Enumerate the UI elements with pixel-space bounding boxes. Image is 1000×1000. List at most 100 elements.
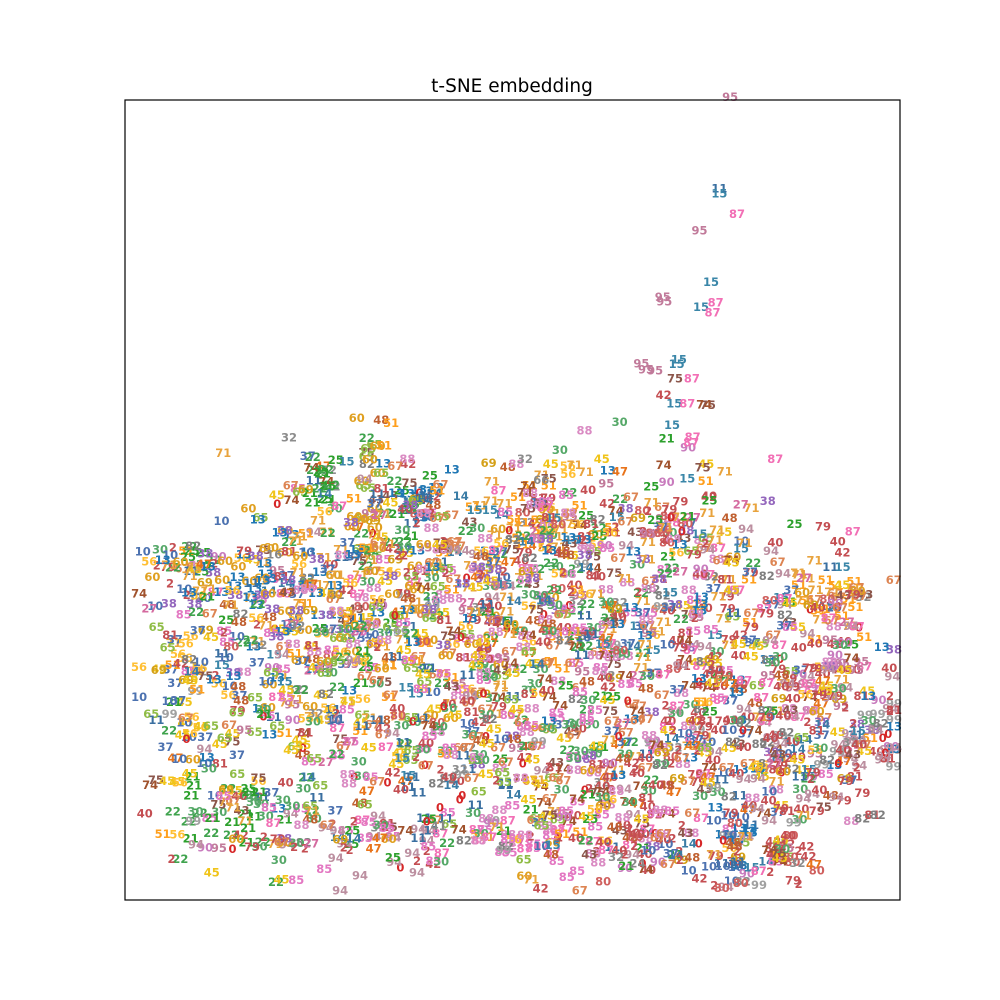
point-label: 37	[197, 730, 213, 744]
point-label: 43	[444, 680, 460, 694]
point-label: 87	[801, 677, 817, 691]
point-label: 65	[149, 620, 165, 634]
point-label: 71	[267, 837, 283, 851]
point-label: 0	[440, 699, 448, 713]
point-label: 67	[221, 718, 237, 732]
point-label: 94	[738, 522, 754, 536]
point-label: 51	[834, 609, 850, 623]
point-label: 60	[185, 753, 201, 767]
point-label: 48	[230, 680, 246, 694]
point-label: 25	[787, 517, 803, 531]
point-label: 10	[720, 808, 736, 822]
point-label: 0	[436, 800, 444, 814]
point-label: 43	[533, 497, 549, 511]
point-label: 2	[290, 840, 298, 854]
point-label: 13	[289, 578, 305, 592]
point-label: 71	[790, 566, 806, 580]
point-label: 71	[566, 517, 582, 531]
point-label: 2	[795, 877, 803, 891]
point-label: 13	[206, 673, 222, 687]
point-label: 43	[280, 585, 296, 599]
point-label: 95	[640, 527, 656, 541]
point-label: 10	[162, 548, 178, 562]
point-label: 85	[379, 821, 395, 835]
point-label: 94	[529, 530, 545, 544]
point-label: 88	[300, 581, 316, 595]
point-label: 11	[424, 823, 440, 837]
point-label: 14	[758, 854, 774, 868]
point-label: 40	[775, 708, 791, 722]
point-label: 87	[378, 740, 394, 754]
point-label: 67	[765, 628, 781, 642]
point-label: 22	[591, 521, 607, 535]
point-label: 43	[338, 613, 354, 627]
point-label: 37	[229, 748, 245, 762]
point-label: 13	[742, 826, 758, 840]
point-label: 85	[538, 495, 554, 509]
point-label: 75	[520, 501, 536, 515]
point-label: 90	[197, 840, 213, 854]
point-label: 51	[470, 827, 486, 841]
point-label: 37	[170, 694, 186, 708]
point-label: 11	[401, 619, 417, 633]
point-label: 88	[376, 633, 392, 647]
point-label: 25	[218, 613, 234, 627]
point-label: 10	[826, 601, 842, 615]
point-label: 41	[431, 819, 447, 833]
point-label: 71	[792, 568, 808, 582]
point-label: 90	[791, 667, 807, 681]
point-label: 65	[416, 674, 432, 688]
point-label: 14	[529, 657, 545, 671]
point-label: 2	[625, 822, 633, 836]
point-label: 30	[539, 721, 555, 735]
point-label: 95	[848, 663, 864, 677]
point-label: 32	[308, 706, 324, 720]
point-label: 85	[440, 806, 456, 820]
point-label: 22	[220, 782, 236, 796]
point-label: 88	[608, 784, 624, 798]
point-label: 40	[611, 844, 627, 858]
point-label: 2	[329, 817, 337, 831]
point-label: 79	[672, 495, 688, 509]
point-label: 71	[547, 529, 563, 543]
point-label: 56	[184, 710, 200, 724]
point-label: 87	[585, 835, 601, 849]
point-label: 13	[417, 484, 433, 498]
point-label: 99	[870, 707, 886, 721]
point-label: 94	[330, 824, 346, 838]
point-label: 88	[585, 847, 601, 861]
point-label: 90	[264, 660, 280, 674]
point-label: 82	[870, 808, 886, 822]
point-label: 95	[562, 510, 578, 524]
point-label: 85	[526, 837, 542, 851]
point-label: 56	[506, 833, 522, 847]
point-label: 48	[400, 591, 416, 605]
point-label: 79	[807, 662, 823, 676]
point-label: 79	[845, 587, 861, 601]
point-label: 51	[514, 537, 530, 551]
point-label: 30	[188, 805, 204, 819]
point-label: 37	[337, 657, 353, 671]
point-label: 14	[346, 831, 362, 845]
point-label: 22	[318, 463, 334, 477]
point-label: 21	[659, 431, 675, 445]
point-label: 0	[480, 686, 488, 700]
point-label: 85	[525, 841, 541, 855]
point-label: 71	[258, 618, 274, 632]
point-label: 79	[802, 661, 818, 675]
point-label: 51	[522, 479, 538, 493]
point-label: 95	[655, 511, 671, 525]
point-label: 82	[296, 836, 312, 850]
point-label: 99	[706, 781, 722, 795]
point-label: 10	[397, 503, 413, 517]
point-label: 11	[148, 713, 164, 727]
point-label: 48	[373, 413, 389, 427]
point-label: 82	[181, 653, 197, 667]
point-label: 2	[567, 585, 575, 599]
point-label: 56	[234, 551, 250, 565]
point-label: 69	[673, 853, 689, 867]
point-label: 94	[831, 738, 847, 752]
point-label: 67	[387, 459, 403, 473]
point-label: 51	[572, 499, 588, 513]
point-label: 56	[493, 537, 509, 551]
